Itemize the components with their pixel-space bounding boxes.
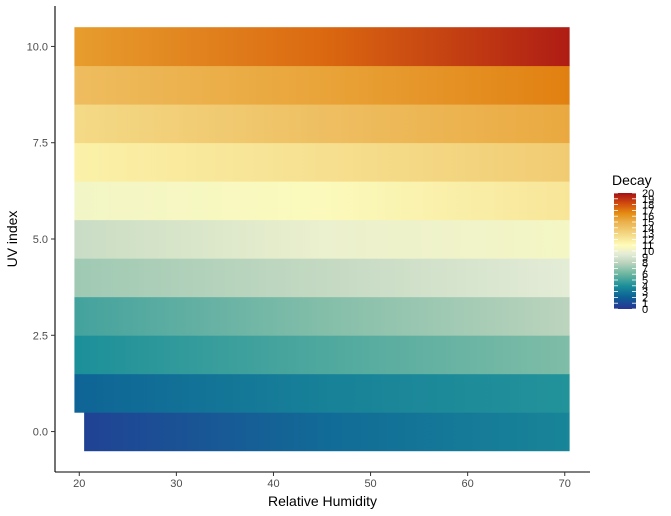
heatmap-row-3 [74,296,570,336]
colorbar-label: 8 [642,258,648,270]
colorbar-label: 5 [642,275,648,287]
colorbar [614,193,636,309]
legend-title: Decay [612,172,652,188]
y-tick-label: 2.5 [33,330,48,342]
colorbar-label: 12 [642,234,654,246]
x-axis-title: Relative Humidity [268,493,377,509]
x-tick-label: 40 [267,478,279,490]
colorbar-label: 15 [642,217,654,229]
colorbar-label: 14 [642,223,654,235]
heatmap-row-8 [74,104,570,144]
colorbar-label: 1 [642,298,648,310]
colorbar-label: 2 [642,292,648,304]
x-tick-label: 60 [462,478,474,490]
colorbar-label: 16 [642,211,654,223]
colorbar-label: 13 [642,229,654,241]
colorbar-label: 17 [642,205,654,217]
colorbar-label: 11 [642,240,653,252]
heatmap-row-10 [74,27,570,67]
colorbar-label: 6 [642,269,648,281]
heatmap-row-6 [74,181,570,221]
x-tick-label: 50 [364,478,376,490]
x-tick-label: 30 [170,478,182,490]
heatmap-row-9 [74,65,570,105]
colorbar-label: 9 [642,252,648,264]
colorbar-label: 3 [642,287,648,299]
heatmap-row-2 [74,335,570,375]
colorbar-label: 0 [642,304,648,316]
heatmap-row-5 [74,219,570,259]
y-tick-label: 7.5 [33,138,48,150]
y-axis-ticks: 0.0 2.5 5.0 7.5 10.0 [27,41,55,439]
colorbar-label: 4 [642,281,648,293]
y-tick-label: 5.0 [33,234,48,246]
y-axis-title: UV index [4,211,20,268]
x-tick-label: 20 [73,478,85,490]
heatmap-row-0 [84,412,570,452]
x-axis-ticks: 20 30 40 50 60 70 [73,472,571,490]
colorbar-label: 19 [642,194,654,206]
colorbar-label: 18 [642,200,654,212]
x-tick-label: 70 [559,478,571,490]
y-tick-label: 0.0 [33,427,48,439]
heatmap-tiles [74,27,570,452]
colorbar-label: 20 [642,188,654,200]
heatmap-row-7 [74,142,570,182]
colorbar-label: 10 [642,246,654,258]
heatmap-row-1 [74,373,570,413]
y-tick-label: 10.0 [27,41,48,53]
heatmap-row-4 [74,258,570,298]
colorbar-label: 7 [642,263,648,275]
